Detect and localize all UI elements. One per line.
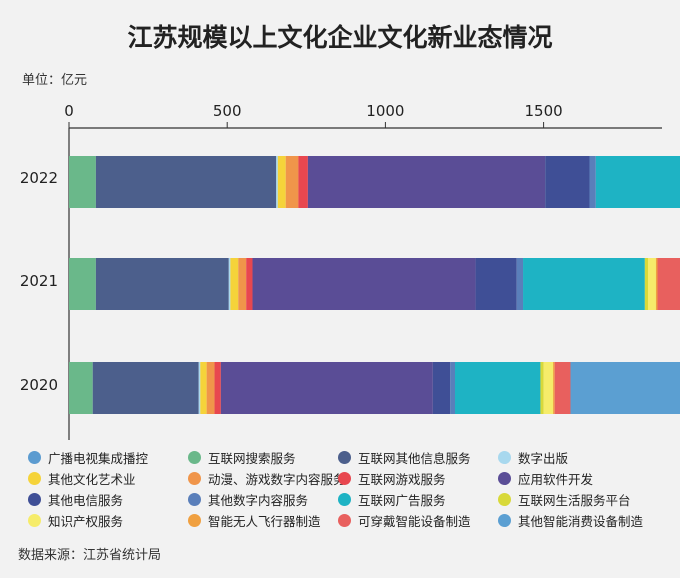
legend-label: 其他文化艺术业 <box>48 472 136 487</box>
legend-item: 其他电信服务 <box>28 490 123 509</box>
category-label: 2021 <box>20 272 58 290</box>
bar-segment <box>543 362 554 414</box>
bar-segment <box>69 362 93 414</box>
legend-label: 动漫、游戏数字内容服务 <box>208 472 346 487</box>
legend-item: 可穿戴智能设备制造 <box>338 511 471 530</box>
legend-item: 广播电视集成播控 <box>28 448 148 467</box>
bar-segment <box>432 362 451 414</box>
bar-segment <box>450 362 456 414</box>
bar-segment <box>475 258 517 310</box>
legend-label: 知识产权服务 <box>48 514 124 529</box>
bar-segment <box>220 362 433 414</box>
bar-segment <box>69 258 96 310</box>
legend-label: 其他电信服务 <box>48 493 124 508</box>
bar-segment <box>554 362 571 414</box>
unit-label: 单位：亿元 <box>22 73 88 88</box>
legend-item: 智能无人飞行器制造 <box>188 511 321 530</box>
bar-segment <box>200 362 207 414</box>
legend-swatch <box>28 451 41 464</box>
legend-label: 其他数字内容服务 <box>208 493 309 508</box>
bar-segment <box>198 362 201 414</box>
legend-label: 智能无人飞行器制造 <box>208 514 321 529</box>
x-tick-label: 0 <box>64 102 74 120</box>
data-source: 数据来源：江苏省统计局 <box>18 548 162 563</box>
legend-swatch <box>28 514 41 527</box>
category-label: 2022 <box>20 169 58 187</box>
legend-swatch <box>28 493 41 506</box>
bar-segment <box>230 258 239 310</box>
legend-label: 互联网游戏服务 <box>358 472 446 487</box>
x-tick-label: 1000 <box>366 102 404 120</box>
bar-segment <box>516 258 524 310</box>
legend-label: 互联网生活服务平台 <box>518 493 631 508</box>
legend-swatch <box>498 493 511 506</box>
legend-item: 互联网搜索服务 <box>188 448 296 467</box>
bar-segment <box>644 258 649 310</box>
legend-swatch <box>498 472 511 485</box>
bar-segment <box>589 156 596 208</box>
bar-segment <box>595 156 680 208</box>
bar-segment <box>206 362 215 414</box>
legend-swatch <box>338 493 351 506</box>
legend-swatch <box>338 472 351 485</box>
bar-segment <box>298 156 308 208</box>
bar-segment <box>285 156 299 208</box>
bar-segment <box>570 362 680 414</box>
legend-label: 互联网其他信息服务 <box>358 451 471 466</box>
bar-segment <box>228 258 231 310</box>
legend-swatch <box>188 514 201 527</box>
legend-item: 数字出版 <box>498 448 568 467</box>
legend-swatch <box>188 472 201 485</box>
x-tick-label: 1500 <box>525 102 563 120</box>
bar-segment <box>252 258 476 310</box>
bar-segment <box>540 362 544 414</box>
bar-segment <box>238 258 247 310</box>
category-label: 2020 <box>20 376 58 394</box>
bar-segment <box>648 258 656 310</box>
bar-segment <box>277 156 286 208</box>
legend-item: 其他文化艺术业 <box>28 469 136 488</box>
legend-label: 应用软件开发 <box>518 472 594 487</box>
legend-swatch <box>188 493 201 506</box>
bar-segment <box>545 156 590 208</box>
legend-swatch <box>188 451 201 464</box>
bar-segment <box>95 258 229 310</box>
legend-swatch <box>28 472 41 485</box>
legend-swatch <box>338 451 351 464</box>
legend-swatch <box>338 514 351 527</box>
legend-item: 知识产权服务 <box>28 511 123 530</box>
legend-swatch <box>498 451 511 464</box>
stacked-bar-chart: 0500100015002000250030003500202220212020 <box>20 102 680 440</box>
legend-item: 动漫、游戏数字内容服务 <box>188 469 346 488</box>
bar-segment <box>657 258 680 310</box>
bar-segment <box>523 258 645 310</box>
legend-swatch <box>498 514 511 527</box>
bar-segment <box>307 156 546 208</box>
legend-item: 互联网其他信息服务 <box>338 448 471 467</box>
legend-label: 互联网搜索服务 <box>208 451 296 466</box>
legend-label: 可穿戴智能设备制造 <box>358 514 471 529</box>
legend-item: 互联网广告服务 <box>338 490 446 509</box>
bar-segment <box>246 258 253 310</box>
bar-segment <box>655 258 658 310</box>
bar-segment <box>455 362 541 414</box>
bar-segment <box>95 156 277 208</box>
legend-item: 其他智能消费设备制造 <box>498 511 643 530</box>
bar-segment <box>69 156 96 208</box>
legend-item: 互联网游戏服务 <box>338 469 446 488</box>
legend-label: 数字出版 <box>518 451 569 466</box>
legend-item: 应用软件开发 <box>498 469 593 488</box>
bar-segment <box>553 362 555 414</box>
bar-segment <box>214 362 221 414</box>
legend-item: 互联网生活服务平台 <box>498 490 631 509</box>
legend-label: 其他智能消费设备制造 <box>518 514 644 529</box>
legend-label: 互联网广告服务 <box>358 493 446 508</box>
x-tick-label: 500 <box>213 102 242 120</box>
chart-title: 江苏规模以上文化企业文化新业态情况 <box>127 23 553 52</box>
bar-segment <box>92 362 199 414</box>
legend-item: 其他数字内容服务 <box>188 490 308 509</box>
legend-label: 广播电视集成播控 <box>48 451 149 466</box>
bar-segment <box>276 156 278 208</box>
